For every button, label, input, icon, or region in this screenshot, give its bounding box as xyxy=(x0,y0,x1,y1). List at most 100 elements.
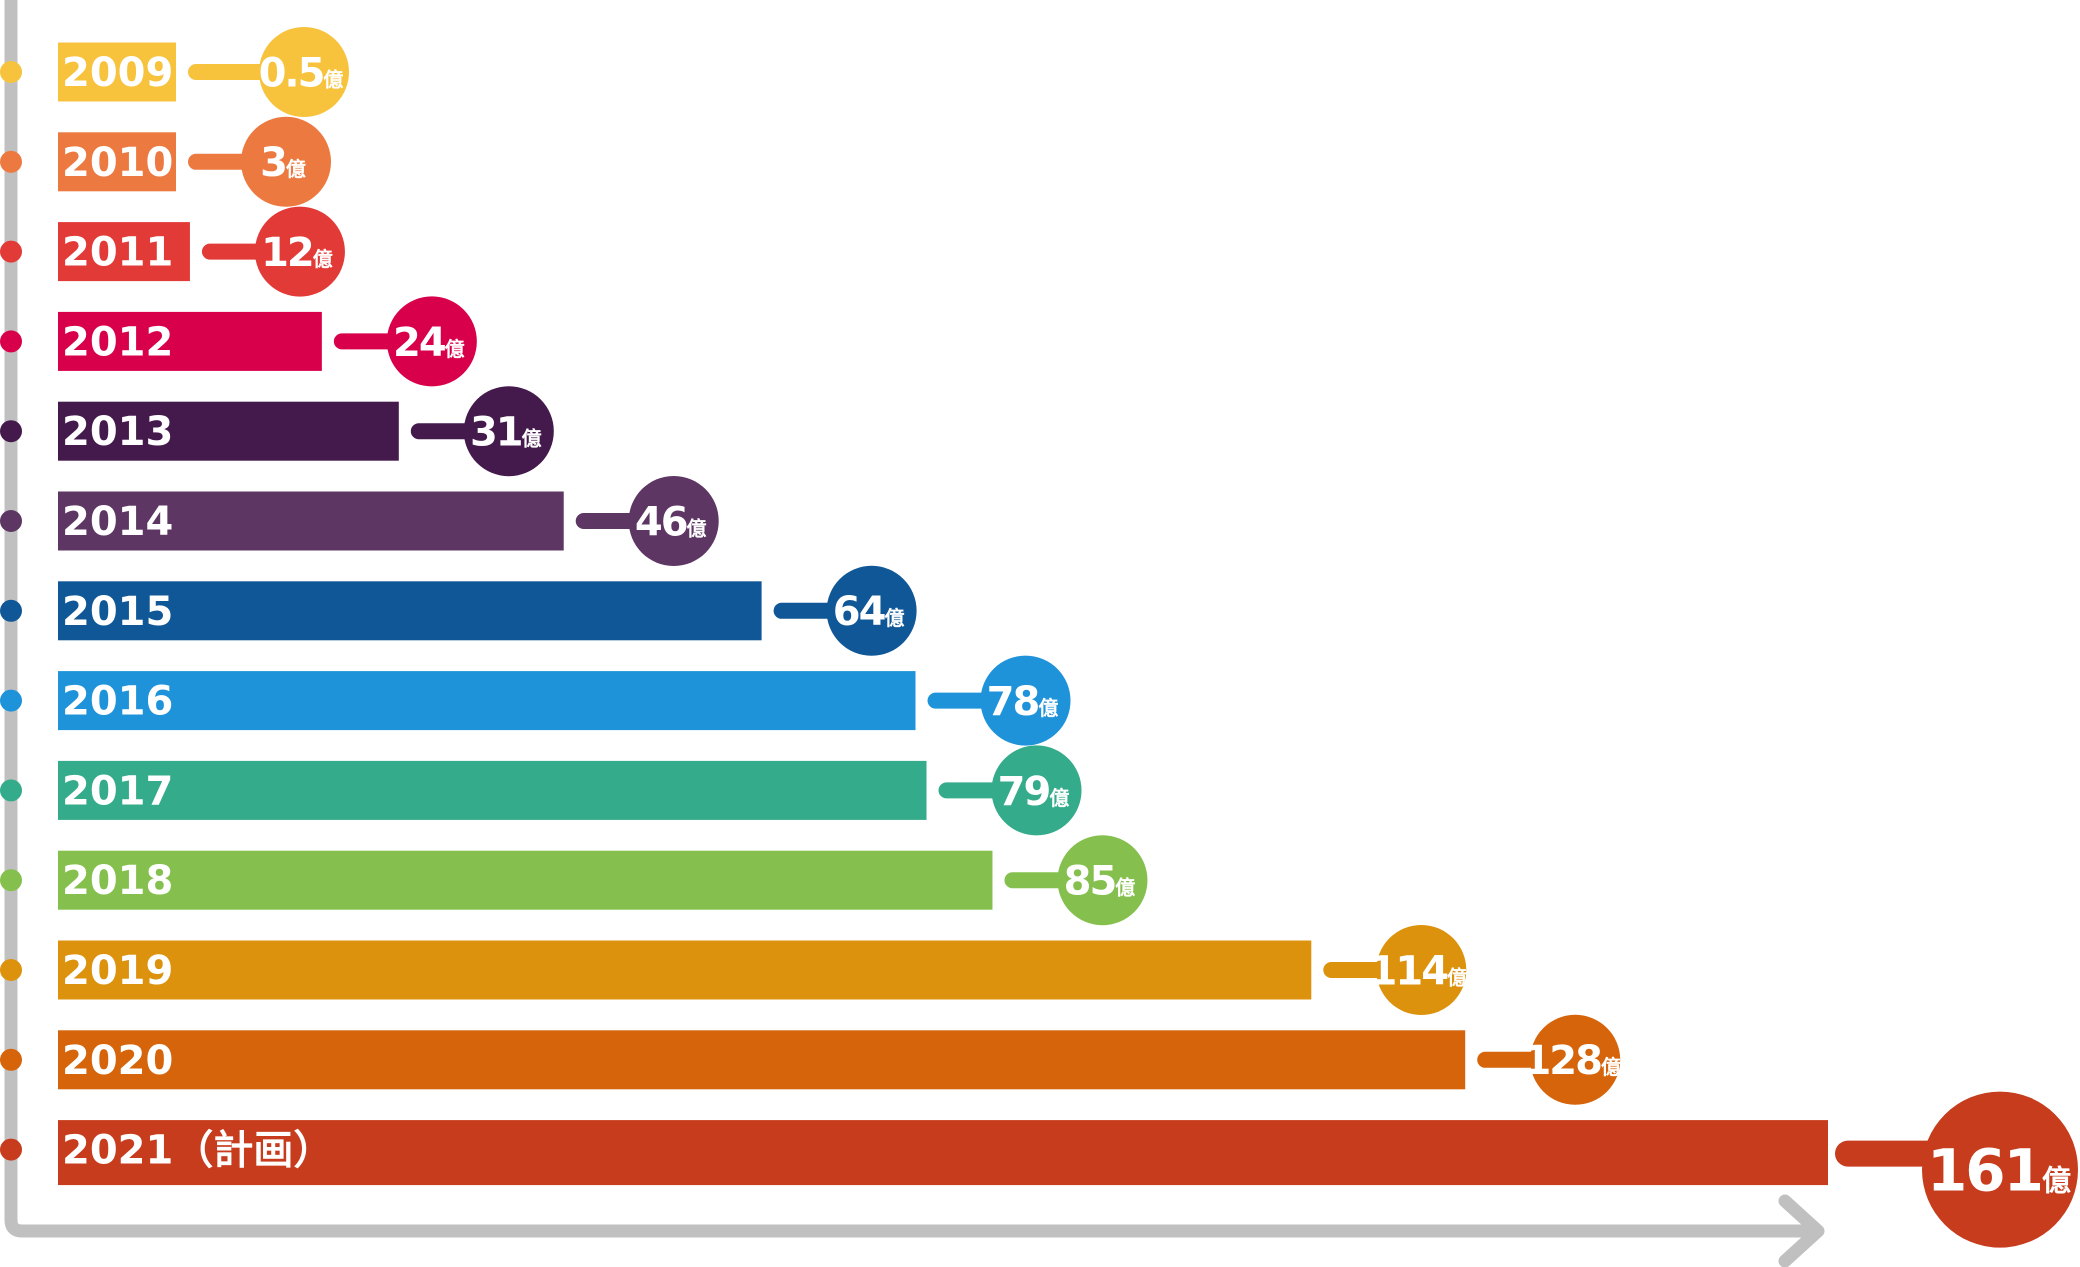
year-label: 2016 xyxy=(62,679,173,725)
y-axis-line xyxy=(4,0,1822,1238)
year-label: 2019 xyxy=(62,948,173,994)
value-bubble xyxy=(259,27,349,117)
bar-group-3: 2011 12億 xyxy=(0,206,345,297)
data-label: 85億 xyxy=(1064,859,1136,905)
data-label: 161億 xyxy=(1927,1136,2071,1204)
axis-dot xyxy=(0,510,22,532)
axis-dot xyxy=(0,1048,22,1071)
axis-dot xyxy=(0,689,22,712)
bar xyxy=(58,1030,1466,1090)
bar xyxy=(58,401,399,461)
axis-dot xyxy=(0,240,22,263)
value-bubble xyxy=(826,565,917,656)
axis-dot xyxy=(0,330,22,353)
value-bubble xyxy=(1376,925,1467,1015)
bar-group-11: 2019 114億 xyxy=(0,925,1469,1015)
year-label: 2014 xyxy=(62,499,173,545)
chart-axes xyxy=(4,0,1825,1267)
bar xyxy=(58,132,176,192)
data-label-value: 24 xyxy=(393,320,445,366)
bar-group-6: 2014 46億 xyxy=(0,476,719,566)
data-label-value: 114 xyxy=(1370,948,1448,994)
data-label-unit: 億 xyxy=(286,157,306,181)
axis-dot xyxy=(0,869,22,892)
data-label: 114億 xyxy=(1370,948,1468,994)
data-label-unit: 億 xyxy=(445,337,465,361)
value-bubble xyxy=(628,476,719,566)
year-label: 2013 xyxy=(62,409,173,455)
value-bubble xyxy=(991,745,1082,836)
data-label: 12億 xyxy=(261,230,333,276)
data-label: 3億 xyxy=(260,140,306,186)
data-label: 128億 xyxy=(1523,1038,1621,1084)
axis-dot xyxy=(0,779,22,802)
bar-group-13: 2021（計画） 161億 xyxy=(0,1091,2078,1248)
data-label-unit: 億 xyxy=(687,516,707,540)
data-label-unit: 億 xyxy=(1049,786,1069,810)
bar-group-7: 2015 64億 xyxy=(0,565,917,656)
value-bubble xyxy=(1530,1014,1621,1105)
bar-group-1: 2009 0.5億 xyxy=(0,27,349,117)
data-label-value: 31 xyxy=(470,410,522,456)
value-bubble xyxy=(254,206,345,297)
data-label-unit: 億 xyxy=(1038,696,1058,720)
bar xyxy=(58,491,564,551)
bar xyxy=(58,671,916,731)
year-label: 2012 xyxy=(62,319,173,365)
year-label: 2017 xyxy=(62,768,173,814)
bar xyxy=(58,850,993,910)
bar-group-5: 2013 31億 xyxy=(0,386,554,477)
bar xyxy=(58,42,176,102)
data-label: 64億 xyxy=(833,589,905,635)
x-axis-arrowhead xyxy=(1778,1194,1825,1267)
value-bubble xyxy=(1922,1091,2078,1248)
data-label-unit: 億 xyxy=(313,247,333,271)
data-label-unit: 億 xyxy=(1447,965,1467,989)
data-label: 24億 xyxy=(393,320,465,366)
axis-dot xyxy=(0,1138,22,1161)
bar xyxy=(58,581,762,641)
data-label-unit: 億 xyxy=(1601,1055,1621,1079)
data-label: 31億 xyxy=(470,410,542,456)
bar-group-9: 2017 79億 xyxy=(0,745,1082,836)
data-label-value: 0.5 xyxy=(259,50,324,96)
data-label-unit: 億 xyxy=(884,606,904,630)
data-label: 46億 xyxy=(635,499,707,545)
value-bubble xyxy=(980,655,1071,746)
data-label-value: 3 xyxy=(260,140,286,186)
bar xyxy=(58,760,927,820)
bar-group-10: 2018 85億 xyxy=(0,835,1148,926)
value-bubble xyxy=(241,116,331,207)
data-label: 78億 xyxy=(987,679,1059,725)
axis-dot xyxy=(0,150,22,173)
value-bubble xyxy=(1057,835,1148,926)
bar-group-8: 2016 78億 xyxy=(0,655,1071,746)
data-label: 79億 xyxy=(998,769,1070,815)
bar xyxy=(58,311,322,371)
data-label-value: 12 xyxy=(261,230,313,276)
year-label: 2021（計画） xyxy=(62,1128,333,1174)
data-label-value: 85 xyxy=(1064,859,1116,905)
year-label: 2015 xyxy=(62,589,173,635)
data-label-value: 128 xyxy=(1523,1038,1601,1084)
data-label-value: 64 xyxy=(833,589,885,635)
data-label-unit: 億 xyxy=(522,427,542,451)
year-label: 2020 xyxy=(62,1038,173,1084)
axis-dot xyxy=(0,61,22,83)
axis-dot xyxy=(0,959,22,981)
bar xyxy=(58,940,1312,1000)
value-bubble xyxy=(386,296,477,387)
bar-group-4: 2012 24億 xyxy=(0,296,477,387)
data-label-value: 46 xyxy=(635,499,687,545)
data-label-unit: 億 xyxy=(1115,876,1135,900)
year-label: 2018 xyxy=(62,858,173,904)
data-label-value: 79 xyxy=(998,769,1050,815)
data-label-unit: 億 xyxy=(2042,1163,2071,1197)
bar xyxy=(58,222,190,282)
data-label-value: 161 xyxy=(1927,1136,2042,1204)
year-label: 2011 xyxy=(62,230,173,276)
data-label-unit: 億 xyxy=(323,67,343,91)
bar-group-2: 2010 3億 xyxy=(0,116,331,207)
